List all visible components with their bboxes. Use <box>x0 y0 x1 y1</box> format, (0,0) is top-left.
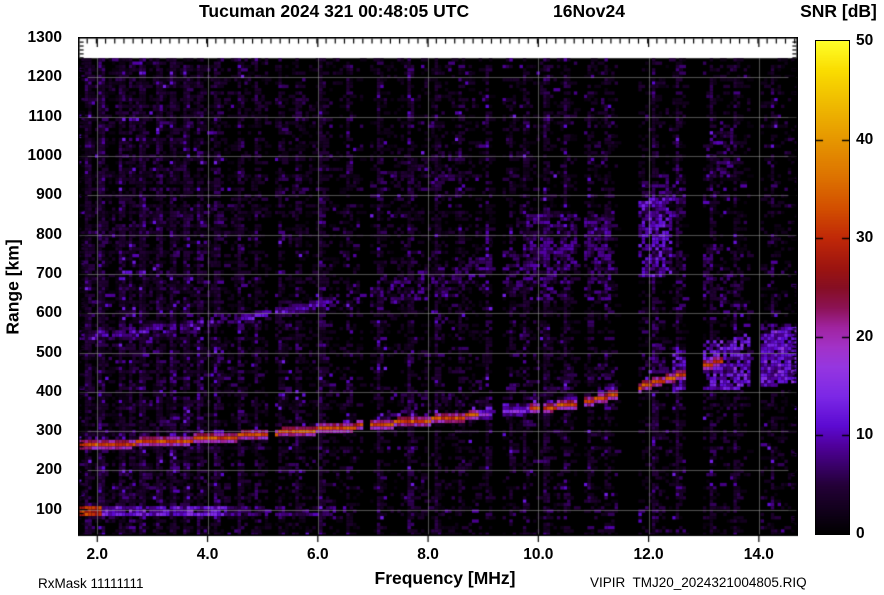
y-tick-label: 700 <box>36 264 62 282</box>
y-tick-label: 1000 <box>27 147 62 165</box>
y-tick-label: 300 <box>36 422 62 440</box>
y-tick-label: 800 <box>36 225 62 243</box>
y-tick-label: 1200 <box>27 68 62 86</box>
rxmask-label: RxMask 11111111 <box>38 576 144 591</box>
file-name-label: VIPIR TMJ20_2024321004805.RIQ <box>590 575 807 590</box>
y-tick-label: 1300 <box>27 29 62 47</box>
y-tick-label: 600 <box>36 304 62 322</box>
x-tick-label: 14.0 <box>743 546 774 563</box>
date-label: 16Nov24 <box>553 1 625 21</box>
y-tick-label: 200 <box>36 461 62 479</box>
colorbar-tick-label: 0 <box>856 525 865 542</box>
colorbar-tick-label: 40 <box>856 130 874 148</box>
page-title: Tucuman 2024 321 00:48:05 UTC <box>199 1 470 21</box>
x-tick-label: 6.0 <box>307 546 329 563</box>
ionogram-canvas <box>78 37 798 544</box>
x-tick-label: 8.0 <box>417 546 439 563</box>
colorbar-title: SNR [dB] <box>800 1 877 21</box>
x-axis-label: Frequency [MHz] <box>374 568 516 588</box>
x-tick-label: 12.0 <box>633 546 664 563</box>
colorbar-tick-label: 30 <box>856 229 874 247</box>
y-axis-label: Range [km] <box>2 239 23 335</box>
colorbar-tick-label: 50 <box>856 32 874 49</box>
y-tick-label: 1100 <box>28 107 62 125</box>
y-tick-label: 500 <box>36 343 62 361</box>
x-tick-label: 10.0 <box>523 546 554 563</box>
y-tick-label: 400 <box>36 382 62 400</box>
x-tick-label: 4.0 <box>196 546 219 563</box>
y-tick-label: 100 <box>36 500 62 518</box>
colorbar-tick-label: 20 <box>856 327 874 345</box>
colorbar-tick-label: 10 <box>856 426 874 444</box>
colorbar-canvas <box>815 40 850 535</box>
x-tick-label: 2.0 <box>86 546 109 563</box>
y-tick-label: 900 <box>36 186 62 204</box>
